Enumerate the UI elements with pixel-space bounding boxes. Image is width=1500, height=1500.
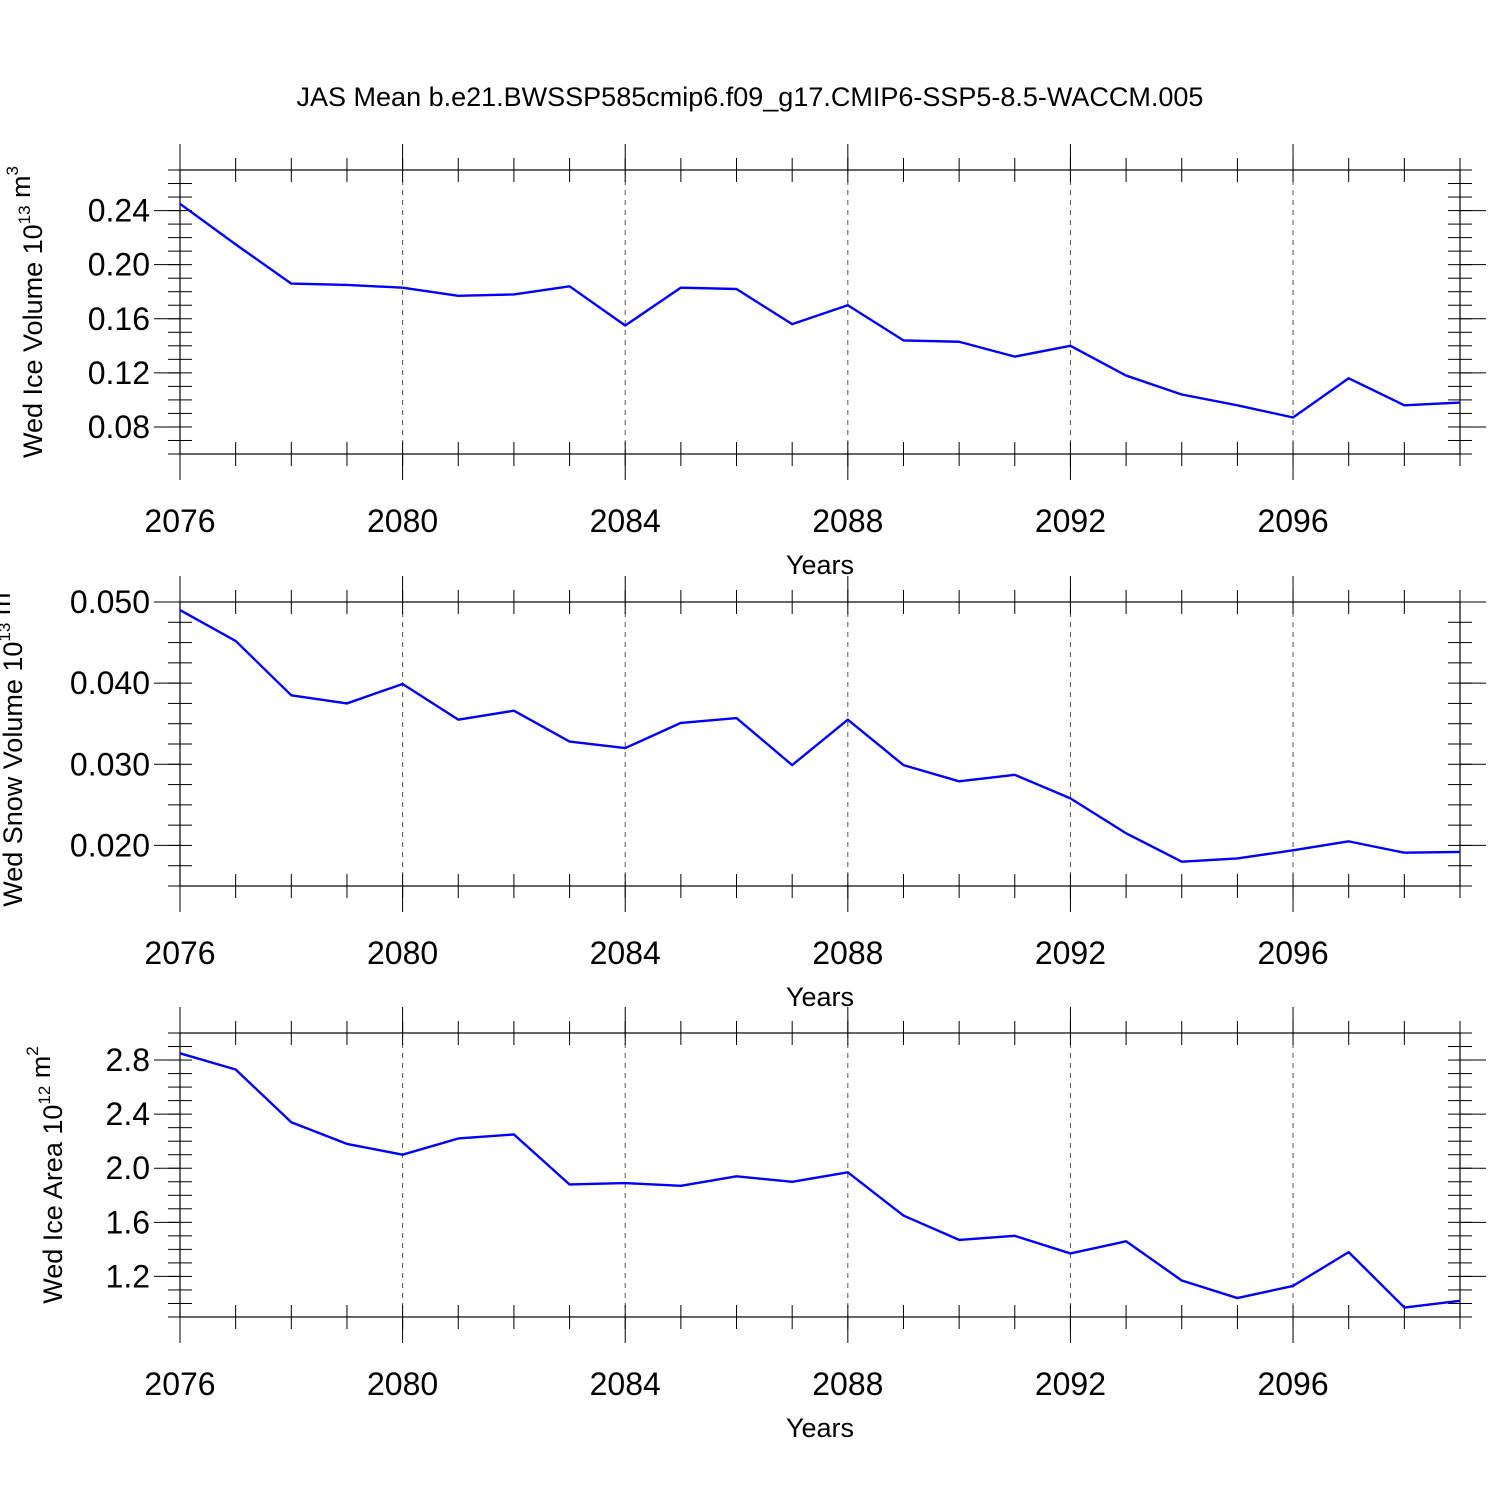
x-tick-label: 2080 [367, 503, 438, 539]
y-tick-label: 1.2 [106, 1258, 150, 1294]
figure-title: JAS Mean b.e21.BWSSP585cmip6.f09_g17.CMI… [297, 82, 1204, 112]
x-tick-label: 2084 [590, 1366, 661, 1402]
plot-frame [179, 601, 1461, 887]
x-axis-label: Years [786, 1413, 854, 1443]
chart-panel-3: 2076 2080 2084 2088 2092 2096 Years 1.2 1.6 2.0 2.… [23, 1007, 1486, 1443]
x-tick-label: 2076 [144, 503, 215, 539]
y-tick-label: 0.040 [70, 665, 150, 701]
x-tick-label: 2084 [590, 935, 661, 971]
x-tick-label: 2080 [367, 935, 438, 971]
y-axis-label-part: m [26, 1056, 56, 1086]
y-tick-label: 2.4 [106, 1096, 150, 1132]
y-tick-label: 0.030 [70, 746, 150, 782]
x-tick-label: 2076 [144, 1366, 215, 1402]
y-axis-label: Wed Ice Area 1012 m2 [23, 1046, 68, 1304]
y-tick-label: 0.20 [88, 247, 150, 283]
x-tick-label: 2096 [1257, 503, 1328, 539]
y-axis-label-exponent: 2 [23, 1046, 42, 1055]
x-tick-label: 2092 [1035, 935, 1106, 971]
y-axis-label-part: m [0, 593, 16, 623]
series-line [179, 609, 1461, 863]
y-axis-label-exponent: 12 [35, 1086, 54, 1105]
y-axis-label-part: m [6, 175, 36, 205]
series-line [179, 1052, 1461, 1309]
x-tick-label: 2084 [590, 503, 661, 539]
y-axis-label-part: Wed Snow Volume 10 [0, 642, 28, 907]
x-axis-label: Years [786, 550, 854, 580]
x-tick-label: 2088 [812, 503, 883, 539]
x-tick-label: 2076 [144, 935, 215, 971]
y-tick-label: 0.24 [88, 193, 150, 229]
x-axis-label: Years [786, 982, 854, 1012]
y-tick-label: 0.16 [88, 301, 150, 337]
y-tick-label: 1.6 [106, 1204, 150, 1240]
chart-panel-1: 2076 2080 2084 2088 2092 2096 Years 0.08 0.12 0.1… [3, 144, 1486, 580]
y-tick-label: 0.050 [70, 584, 150, 620]
series-line [179, 202, 1461, 419]
y-axis-label-exponent: 13 [15, 205, 34, 224]
plot-frame [179, 1032, 1461, 1318]
x-tick-label: 2088 [812, 935, 883, 971]
x-tick-label: 2080 [367, 1366, 438, 1402]
y-axis-label-part: Wed Ice Volume 10 [18, 224, 48, 458]
y-axis-label-exponent: 3 [3, 166, 22, 175]
x-tick-label: 2092 [1035, 503, 1106, 539]
x-tick-label: 2092 [1035, 1366, 1106, 1402]
y-axis-label: Wed Snow Volume 1013 m3 [0, 583, 28, 907]
y-axis-label-exponent: 13 [0, 623, 14, 642]
y-axis-label-part: Wed Ice Area 10 [38, 1105, 68, 1304]
y-axis-label: Wed Ice Volume 1013 m3 [3, 166, 48, 458]
y-tick-label: 2.0 [106, 1150, 150, 1186]
panels: 2076 2080 2084 2088 2092 2096 Years 0.08 0.12 0.1… [0, 144, 1486, 1443]
y-axis-label-exponent: 3 [0, 583, 2, 592]
plot-frame [179, 169, 1461, 455]
y-tick-label: 0.12 [88, 355, 150, 391]
chart-panel-2: 2076 2080 2084 2088 2092 2096 Years 0.020 0.030 0… [0, 576, 1486, 1012]
y-tick-label: 2.8 [106, 1042, 150, 1078]
y-tick-label: 0.08 [88, 409, 150, 445]
y-tick-label: 0.020 [70, 827, 150, 863]
x-tick-label: 2096 [1257, 1366, 1328, 1402]
x-tick-label: 2096 [1257, 935, 1328, 971]
x-tick-label: 2088 [812, 1366, 883, 1402]
